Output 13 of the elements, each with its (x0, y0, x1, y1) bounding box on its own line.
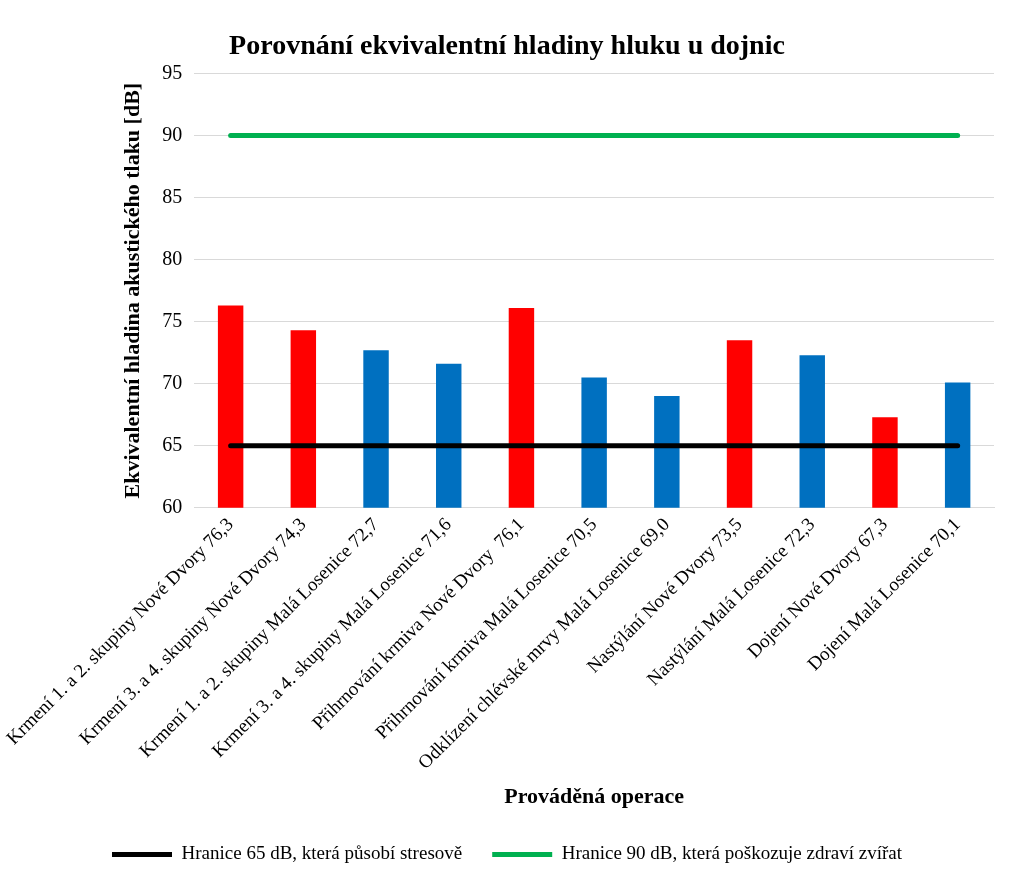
y-tick-label: 90 (162, 122, 183, 145)
y-tick-label: 85 (162, 184, 183, 207)
x-axis-title: Prováděná operace (504, 783, 685, 809)
y-tick-label: 65 (162, 432, 183, 455)
chart-title: Porovnání ekvivalentní hladiny hluku u dojnic (229, 29, 785, 61)
y-tick-label: 70 (162, 370, 183, 393)
y-tick-label: 75 (162, 308, 183, 331)
y-axis-title: Ekvivalentní hladina akustického tlaku [dB] (118, 82, 144, 499)
y-tick-label: 95 (162, 60, 183, 83)
y-tick-label: 60 (162, 494, 183, 517)
y-tick-label: 80 (162, 246, 183, 269)
legend-label: Hranice 65 dB, která působí stresově (181, 842, 463, 864)
legend-label: Hranice 90 dB, která poškozuje zdraví zvířat (561, 842, 903, 864)
